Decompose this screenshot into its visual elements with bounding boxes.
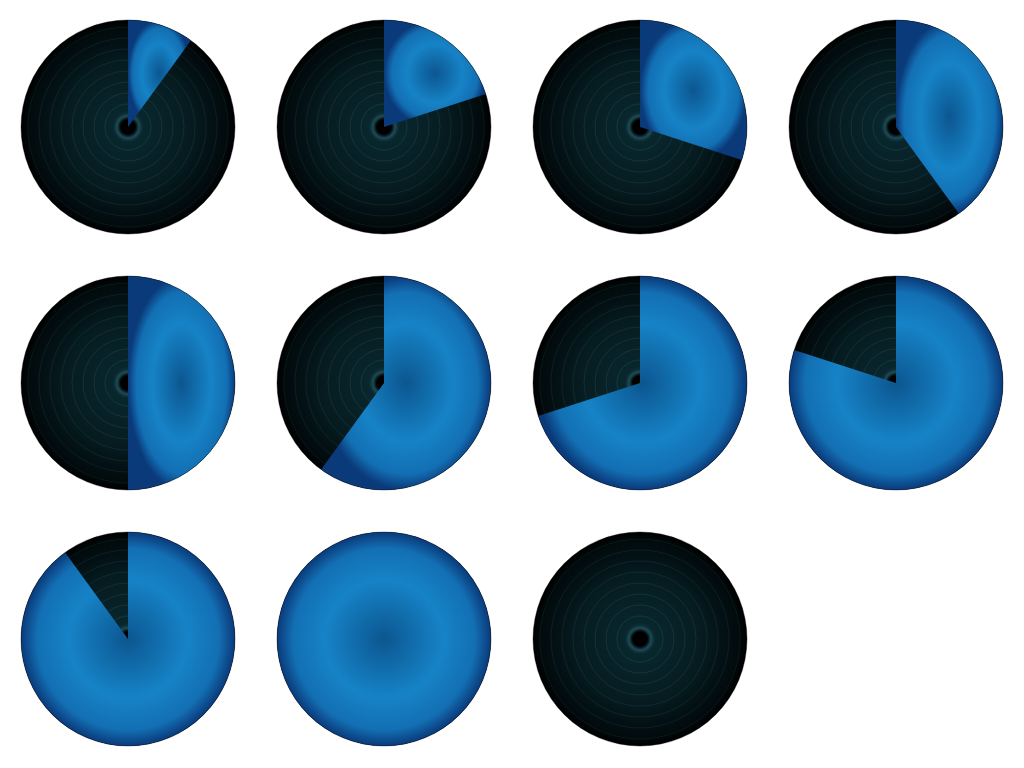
gauge-fill bbox=[896, 20, 1003, 214]
gauge-ring bbox=[617, 616, 663, 662]
gauge bbox=[533, 276, 747, 490]
gauge-background bbox=[21, 532, 235, 746]
gauge-border bbox=[533, 20, 747, 234]
gauge-fill bbox=[789, 276, 1003, 490]
gauge-fill bbox=[640, 20, 747, 160]
gauge-border bbox=[277, 20, 491, 234]
gauge-background bbox=[533, 532, 747, 746]
gauge-border bbox=[21, 20, 235, 234]
gauge bbox=[21, 276, 235, 490]
chart-canvas bbox=[0, 0, 1024, 768]
gauge bbox=[21, 532, 235, 746]
gauge-background bbox=[21, 276, 235, 490]
gauge bbox=[277, 20, 491, 234]
gauge-background bbox=[789, 276, 1003, 490]
gauge bbox=[21, 20, 235, 234]
gauge-ring bbox=[551, 550, 729, 728]
gauge bbox=[533, 20, 747, 234]
gauge-fill bbox=[538, 276, 747, 490]
gauge-fill bbox=[384, 20, 486, 127]
gauge-background bbox=[789, 20, 1003, 234]
gauge-background bbox=[277, 20, 491, 234]
gauge-border bbox=[789, 20, 1003, 234]
gauge-ring bbox=[573, 572, 707, 706]
gauge-ring bbox=[606, 605, 674, 673]
gauge-ring bbox=[540, 539, 740, 739]
gauge-border bbox=[789, 276, 1003, 490]
gauge-border bbox=[21, 532, 235, 746]
gauge-background bbox=[533, 276, 747, 490]
gauge-background bbox=[21, 20, 235, 234]
gauge-ring bbox=[584, 583, 696, 695]
gauge-fill bbox=[321, 276, 491, 490]
gauge-border bbox=[533, 276, 747, 490]
gauge bbox=[789, 20, 1003, 234]
gauge bbox=[277, 532, 491, 746]
gauge bbox=[789, 276, 1003, 490]
gauge-background bbox=[533, 20, 747, 234]
gauge-border bbox=[277, 532, 491, 746]
gauge-border bbox=[533, 532, 747, 746]
gauge-background bbox=[277, 532, 491, 746]
gauge-ring bbox=[562, 561, 718, 717]
gauge-fill bbox=[21, 532, 235, 746]
gauge-ring bbox=[595, 594, 685, 684]
gauge-fill bbox=[128, 20, 191, 127]
gauge-fill bbox=[277, 532, 491, 746]
gauge-background bbox=[277, 276, 491, 490]
gauge-border bbox=[277, 276, 491, 490]
gauge-border bbox=[21, 276, 235, 490]
gauge-fill bbox=[128, 276, 235, 490]
gauge bbox=[277, 276, 491, 490]
gauge-center bbox=[624, 623, 656, 655]
gauge bbox=[533, 532, 747, 746]
